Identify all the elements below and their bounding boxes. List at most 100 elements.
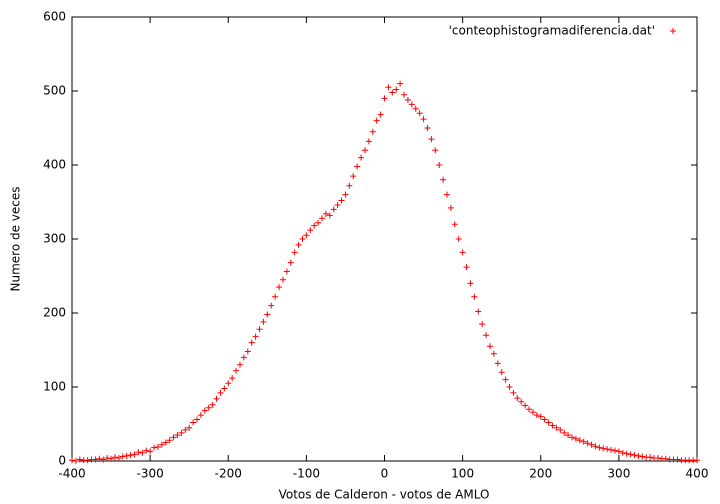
- point: [615, 448, 622, 455]
- point: [596, 444, 603, 451]
- point: [600, 445, 607, 452]
- point: [576, 437, 583, 444]
- point: [170, 434, 177, 441]
- point: [471, 293, 478, 300]
- point: [389, 89, 396, 96]
- point: [221, 385, 228, 392]
- point: [268, 302, 275, 309]
- point: [143, 447, 150, 454]
- point: [611, 447, 618, 454]
- point: [412, 105, 419, 112]
- point: [397, 80, 404, 87]
- point: [354, 163, 361, 170]
- point: [194, 416, 200, 423]
- point: [694, 457, 700, 464]
- point: [213, 395, 220, 402]
- point: [533, 412, 540, 419]
- point: [377, 111, 384, 118]
- point: [627, 451, 634, 458]
- point: [350, 173, 357, 180]
- x-tick-label: -200: [215, 467, 242, 481]
- point: [147, 448, 154, 455]
- point: [619, 449, 626, 456]
- x-tick-label: 200: [529, 467, 552, 481]
- point: [592, 443, 599, 450]
- plot-frame: [71, 16, 698, 462]
- point: [84, 457, 91, 464]
- point: [518, 398, 525, 405]
- point: [635, 452, 642, 459]
- point: [244, 348, 251, 355]
- point: [580, 438, 587, 445]
- point: [510, 389, 517, 396]
- point: [408, 101, 415, 108]
- point: [100, 456, 107, 463]
- point: [526, 406, 533, 413]
- point: [299, 236, 306, 242]
- point: [604, 446, 611, 453]
- point: [436, 162, 443, 168]
- point: [549, 422, 556, 429]
- x-axis-label: Votos de Calderon - votos de AMLO: [279, 488, 490, 502]
- point: [553, 424, 560, 431]
- point: [322, 210, 329, 217]
- point: [365, 138, 372, 145]
- point: [264, 311, 271, 318]
- point: [330, 206, 337, 213]
- y-tick-label: 200: [43, 306, 66, 320]
- point: [233, 367, 240, 374]
- point: [205, 404, 212, 411]
- point: [158, 441, 165, 448]
- point: [401, 91, 408, 98]
- point: [459, 249, 466, 256]
- point: [283, 268, 290, 275]
- point: [307, 227, 314, 234]
- point: [225, 380, 232, 387]
- point: [252, 333, 259, 340]
- legend-marker: [670, 28, 676, 34]
- point: [565, 432, 572, 439]
- point: [541, 416, 548, 423]
- point: [174, 432, 181, 439]
- point: [182, 426, 189, 433]
- point: [361, 147, 368, 154]
- point: [498, 369, 505, 376]
- point: [385, 84, 392, 91]
- point: [260, 318, 267, 325]
- point: [569, 434, 575, 441]
- point: [588, 441, 595, 448]
- y-axis-label: Numero de veces: [9, 186, 23, 291]
- point: [483, 332, 490, 339]
- point: [295, 241, 302, 248]
- x-tick-label: 0: [381, 467, 389, 481]
- point: [373, 117, 380, 124]
- point: [256, 326, 263, 333]
- point: [209, 401, 216, 408]
- point: [608, 446, 615, 453]
- point: [639, 453, 646, 460]
- y-tick-label: 0: [58, 454, 66, 468]
- point: [404, 96, 411, 103]
- point: [561, 429, 568, 436]
- point: [514, 395, 521, 402]
- point: [420, 116, 427, 123]
- point: [123, 452, 130, 459]
- point: [166, 437, 173, 444]
- y-tick-label: 100: [43, 380, 66, 394]
- point: [291, 249, 298, 256]
- point: [506, 384, 513, 390]
- x-tick-label: -300: [137, 467, 164, 481]
- point: [647, 454, 654, 461]
- point: [424, 125, 431, 131]
- point: [272, 293, 279, 300]
- point: [334, 201, 341, 208]
- point: [342, 191, 349, 198]
- x-tick-label: -100: [293, 467, 320, 481]
- point: [338, 197, 345, 204]
- point: [674, 456, 681, 463]
- point: [358, 154, 365, 161]
- point: [451, 221, 458, 228]
- point: [654, 455, 661, 462]
- point: [154, 443, 161, 450]
